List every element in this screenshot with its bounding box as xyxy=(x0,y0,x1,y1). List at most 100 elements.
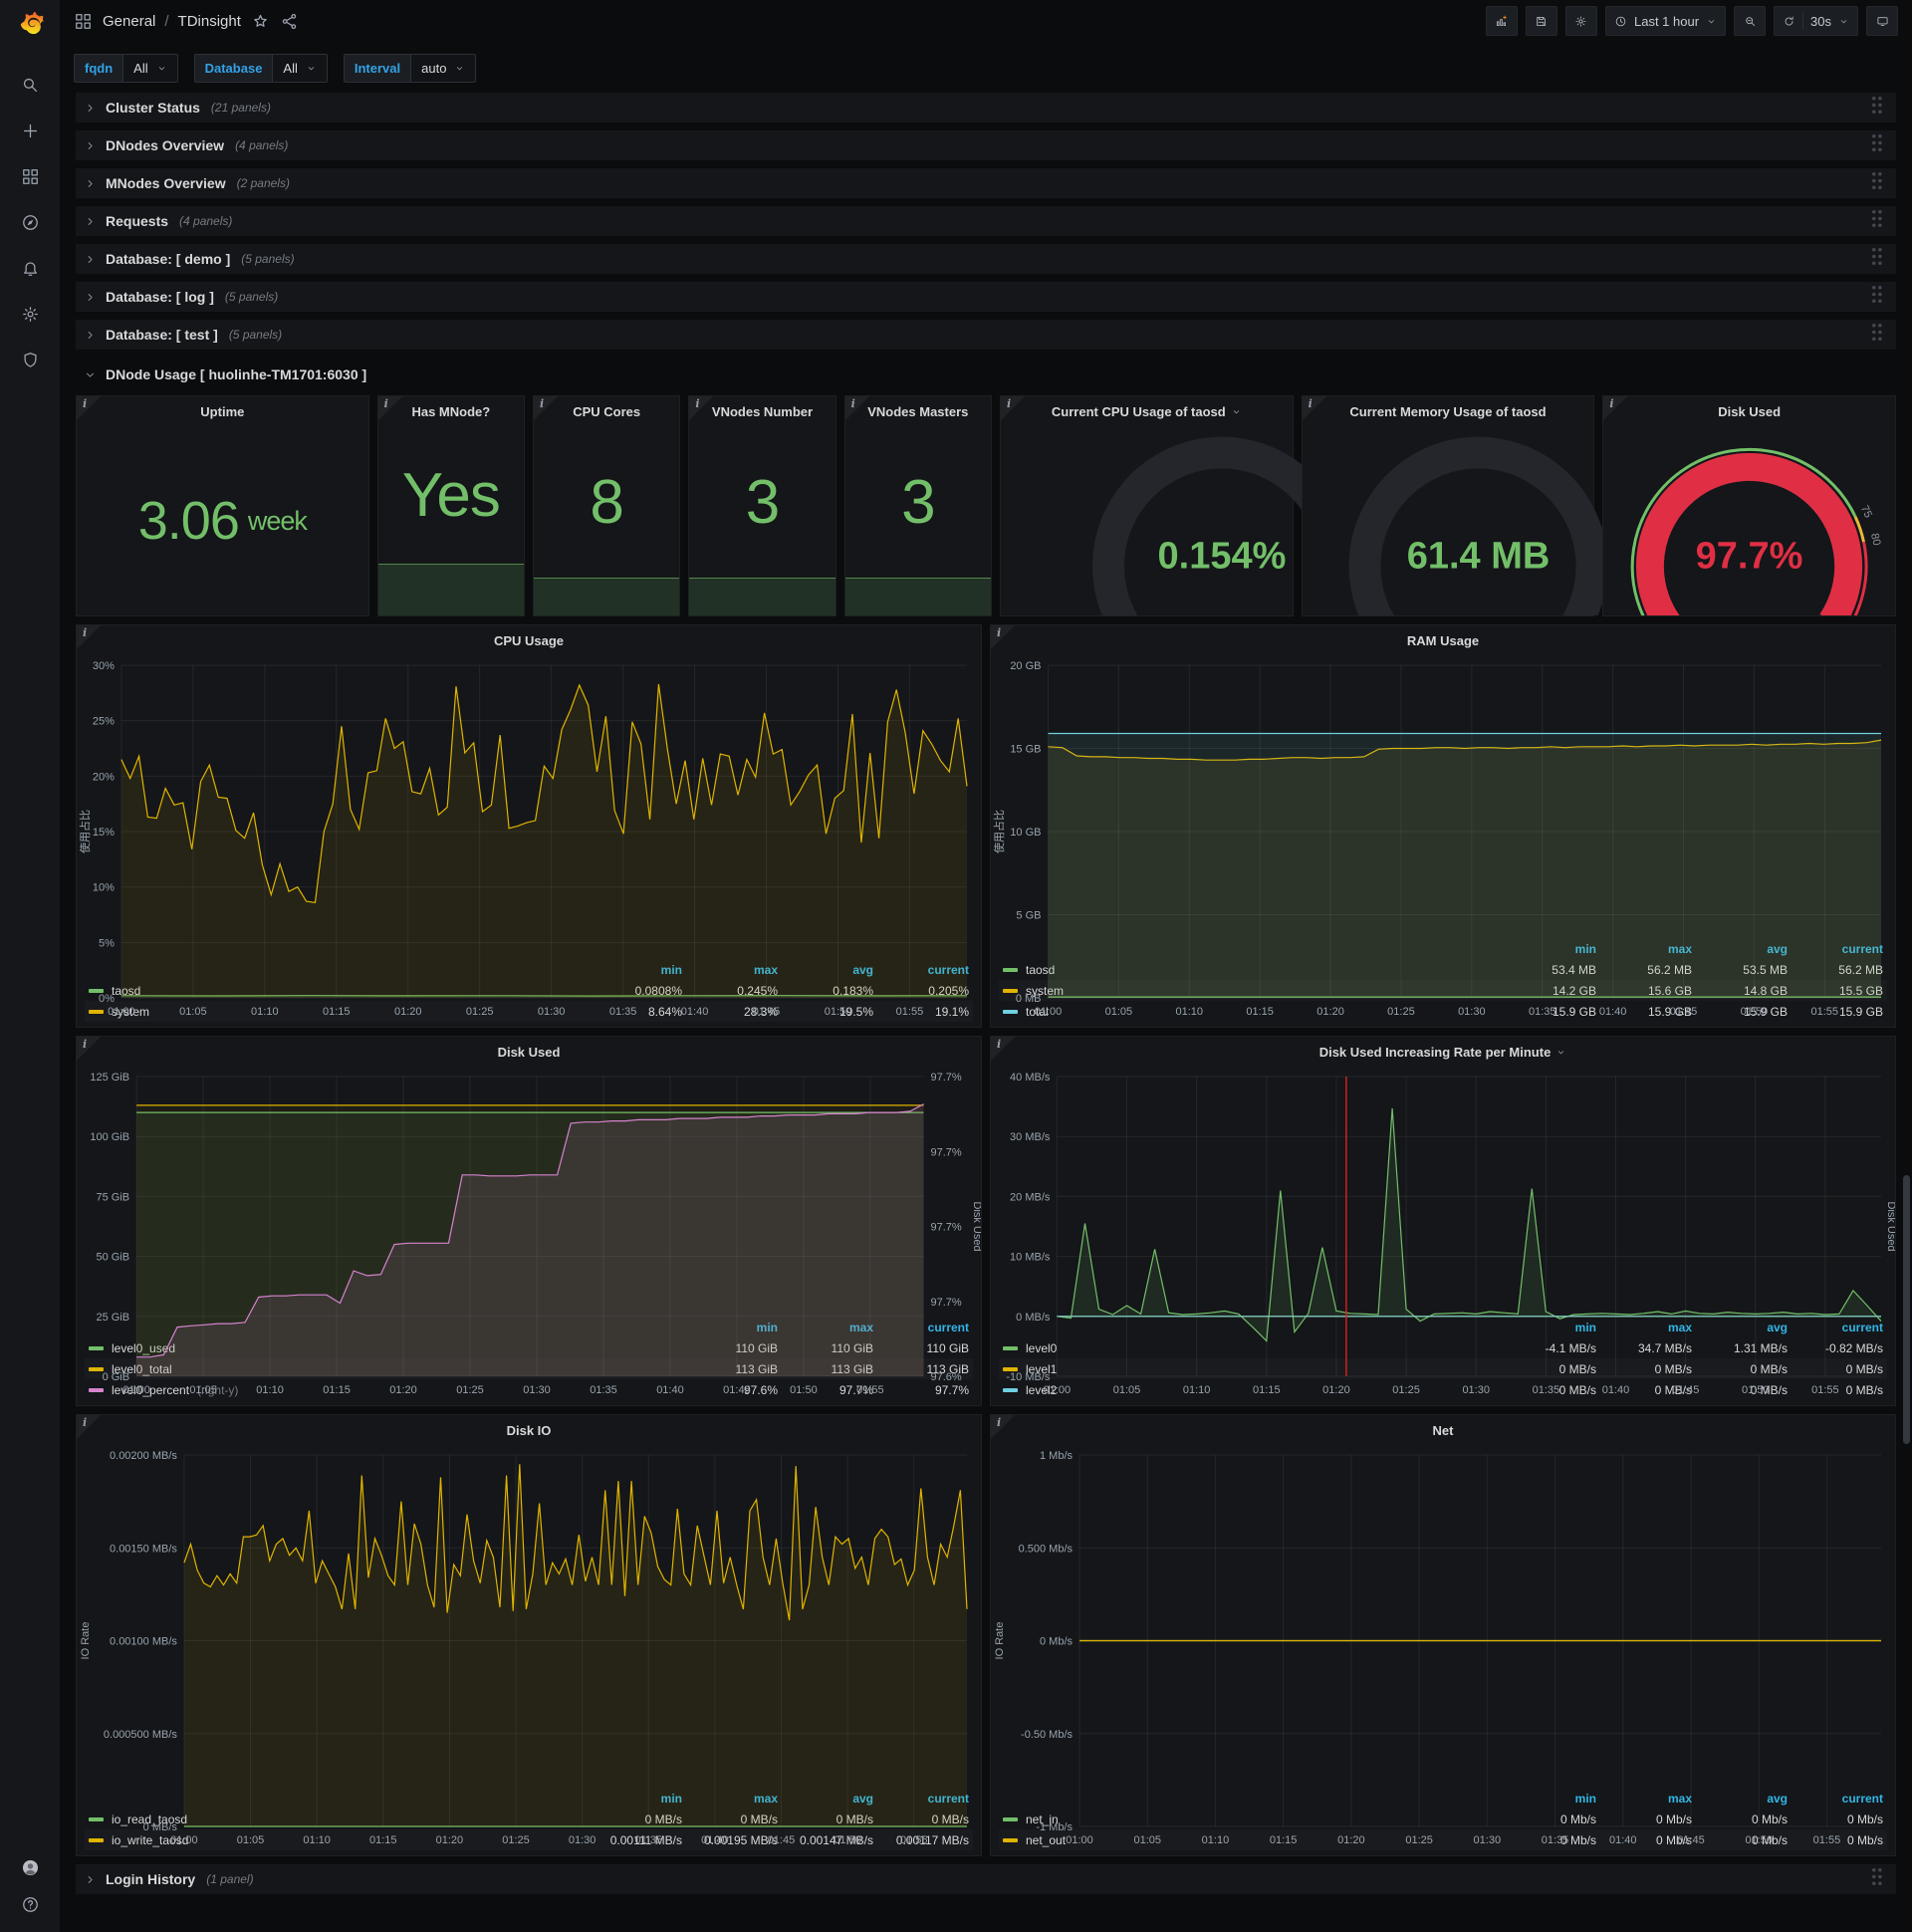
panel-menu-caret-icon[interactable] xyxy=(1555,1047,1566,1058)
legend-header-min[interactable]: min xyxy=(660,963,682,977)
info-icon[interactable]: i xyxy=(997,626,1002,639)
gauge[interactable]: 075809510097.7% xyxy=(1603,426,1895,656)
legend-header-current[interactable]: current xyxy=(1841,1792,1883,1806)
legend-series-total[interactable]: total xyxy=(1003,1005,1501,1019)
toolbar-gear-button[interactable] xyxy=(1564,6,1597,36)
panel-header[interactable]: VNodes Number xyxy=(689,396,835,426)
legend-header-current[interactable]: current xyxy=(927,1321,969,1334)
sidebar-search-icon[interactable] xyxy=(21,76,40,95)
variable-value-dropdown[interactable]: auto xyxy=(410,54,477,83)
toolbar-save-button[interactable] xyxy=(1525,6,1557,36)
panel-header[interactable]: Current Memory Usage of taosd xyxy=(1303,396,1594,426)
panel-header[interactable]: Uptime xyxy=(77,396,368,426)
legend-header-max[interactable]: max xyxy=(1667,1321,1692,1334)
legend-series-level0_percent[interactable]: level0_percent (right-y) xyxy=(89,1383,682,1397)
legend-header-avg[interactable]: avg xyxy=(1767,942,1788,956)
row-dnode-usage[interactable]: DNode Usage [ huolinhe-TM1701:6030 ] xyxy=(76,360,1896,389)
row-drag-handle[interactable] xyxy=(1867,1867,1886,1891)
legend-header-min[interactable]: min xyxy=(1574,1792,1596,1806)
panel-header[interactable]: CPU Usage xyxy=(77,625,981,655)
row-drag-handle[interactable] xyxy=(1867,133,1886,157)
toolbar-panel-add-button[interactable] xyxy=(1485,6,1518,36)
variable-value-dropdown[interactable]: All xyxy=(122,54,178,83)
legend-series-system[interactable]: system xyxy=(89,1005,587,1019)
sidebar-gear-icon[interactable] xyxy=(21,305,40,324)
legend-header-min[interactable]: min xyxy=(1574,1321,1596,1334)
info-icon[interactable]: i xyxy=(83,1416,88,1429)
disk-io-chart[interactable]: 0 MB/s 0.000500 MB/s 0.00100 MB/s 0.00150 M… xyxy=(77,1445,981,1846)
panel-header[interactable]: RAM Usage xyxy=(991,625,1895,655)
legend-header-max[interactable]: max xyxy=(753,1792,778,1806)
panel-header[interactable]: CPU Cores xyxy=(534,396,679,426)
dashboard-row-database-test-[interactable]: Database: [ test ] (5 panels) xyxy=(76,320,1896,350)
legend-series-taosd[interactable]: taosd xyxy=(89,984,587,998)
sidebar-compass-icon[interactable] xyxy=(21,213,40,232)
dashboards-grid-icon[interactable] xyxy=(74,12,93,31)
panel-header[interactable]: Disk Used xyxy=(1603,396,1895,426)
info-icon[interactable]: i xyxy=(850,397,855,410)
legend-header-avg[interactable]: avg xyxy=(1767,1321,1788,1334)
disk-rate-chart[interactable]: -10 MB/s 0 MB/s 10 MB/s 20 MB/s 30 MB/s 40 MB… xyxy=(991,1067,1897,1396)
legend-header-max[interactable]: max xyxy=(753,963,778,977)
panel-header[interactable]: Current CPU Usage of taosd xyxy=(1001,396,1293,426)
sidebar-help-icon[interactable] xyxy=(21,1895,40,1914)
sidebar-apps-icon[interactable] xyxy=(21,167,40,186)
legend-series-level0[interactable]: level0 xyxy=(1003,1341,1501,1355)
legend-header-current[interactable]: current xyxy=(1841,1321,1883,1334)
legend-header-avg[interactable]: avg xyxy=(852,963,873,977)
toolbar-refresh-button[interactable]: 30s xyxy=(1774,6,1858,36)
panel-menu-caret-icon[interactable] xyxy=(1231,406,1242,417)
legend-header-min[interactable]: min xyxy=(660,1792,682,1806)
panel-header[interactable]: Net xyxy=(991,1415,1895,1445)
legend-header-max[interactable]: max xyxy=(1667,942,1692,956)
row-drag-handle[interactable] xyxy=(1867,96,1886,120)
info-icon[interactable]: i xyxy=(1308,397,1313,410)
dashboard-row-database-log-[interactable]: Database: [ log ] (5 panels) xyxy=(76,282,1896,312)
legend-series-level1[interactable]: level1 xyxy=(1003,1362,1501,1376)
info-icon[interactable]: i xyxy=(997,1038,1002,1051)
share-icon[interactable] xyxy=(280,12,299,31)
legend-series-taosd[interactable]: taosd xyxy=(1003,963,1501,977)
toolbar-clock-button[interactable]: Last 1 hour xyxy=(1604,6,1727,36)
gauge[interactable]: 01589061.4 MB xyxy=(1303,426,1608,671)
legend-series-io_write_taosd[interactable]: io_write_taosd xyxy=(89,1833,587,1847)
panel-header[interactable]: VNodes Masters xyxy=(845,396,991,426)
gauge[interactable]: 01000.154% xyxy=(1001,426,1351,666)
sidebar-shield-icon[interactable] xyxy=(21,351,40,369)
legend-header-min[interactable]: min xyxy=(1574,942,1596,956)
info-icon[interactable]: i xyxy=(83,626,88,639)
info-icon[interactable]: i xyxy=(383,397,388,410)
net-chart[interactable]: -1 Mb/s -0.50 Mb/s 0 Mb/s 0.500 Mb/s 1 Mb/s 0… xyxy=(991,1445,1895,1846)
breadcrumb-section[interactable]: General xyxy=(103,12,156,30)
legend-header-current[interactable]: current xyxy=(1841,942,1883,956)
page-title[interactable]: TDinsight xyxy=(177,12,241,30)
sidebar-bell-icon[interactable] xyxy=(21,259,40,278)
panel-header[interactable]: Disk IO xyxy=(77,1415,981,1445)
info-icon[interactable]: i xyxy=(1609,397,1614,410)
dashboard-row-mnodes-overview[interactable]: MNodes Overview (2 panels) xyxy=(76,168,1896,198)
info-icon[interactable]: i xyxy=(83,397,88,410)
info-icon[interactable]: i xyxy=(1006,397,1012,410)
legend-series-net_in[interactable]: net_in xyxy=(1003,1812,1501,1826)
variable-value-dropdown[interactable]: All xyxy=(272,54,328,83)
info-icon[interactable]: i xyxy=(695,397,700,410)
panel-header[interactable]: Has MNode? xyxy=(378,396,524,426)
panel-header[interactable]: Disk Used xyxy=(77,1037,981,1067)
panel-header[interactable]: Disk Used Increasing Rate per Minute xyxy=(991,1037,1895,1067)
row-drag-handle[interactable] xyxy=(1867,171,1886,195)
legend-header-avg[interactable]: avg xyxy=(852,1792,873,1806)
toolbar-zoom-out-button[interactable] xyxy=(1734,6,1767,36)
legend-header-max[interactable]: max xyxy=(848,1321,873,1334)
dashboard-row-dnodes-overview[interactable]: DNodes Overview (4 panels) xyxy=(76,130,1896,160)
legend-series-level2[interactable]: level2 xyxy=(1003,1383,1501,1397)
legend-series-io_read_taosd[interactable]: io_read_taosd xyxy=(89,1812,587,1826)
legend-header-current[interactable]: current xyxy=(927,1792,969,1806)
legend-series-system[interactable]: system xyxy=(1003,984,1501,998)
cpu-usage-chart[interactable]: 0% 5% 10% 15% 20% 25% 30% 01:00 01:05 01:10 01:15 0… xyxy=(77,655,981,1018)
info-icon[interactable]: i xyxy=(83,1038,88,1051)
legend-header-avg[interactable]: avg xyxy=(1767,1792,1788,1806)
legend-header-current[interactable]: current xyxy=(927,963,969,977)
toolbar-tv-button[interactable] xyxy=(1866,6,1898,36)
dashboard-row-database-demo-[interactable]: Database: [ demo ] (5 panels) xyxy=(76,244,1896,274)
ram-usage-chart[interactable]: 0 MB 5 GB 10 GB 15 GB 20 GB 01:00 01:05 01:10 01… xyxy=(991,655,1895,1018)
